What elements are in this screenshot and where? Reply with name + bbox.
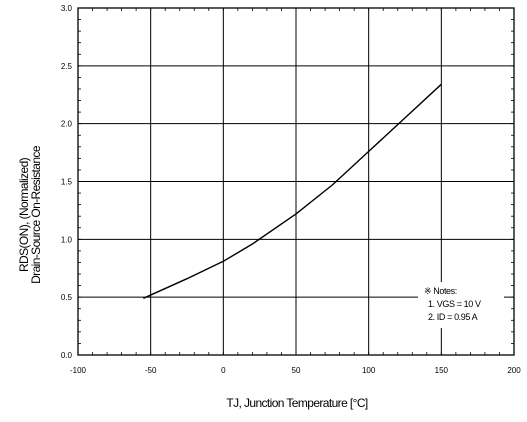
x-tick-label: 0 xyxy=(221,366,226,375)
grid-lines xyxy=(77,7,515,356)
y-tick-label: 0.0 xyxy=(61,351,73,360)
x-tick-label: 200 xyxy=(507,366,521,375)
x-tick-label: 150 xyxy=(435,366,449,375)
y-axis-label-line1: RDS(ON), (Normalized) xyxy=(17,157,31,272)
y-tick-labels: 0.0 0.5 1.0 1.5 2.0 2.5 3.0 xyxy=(61,4,73,360)
notes-box xyxy=(418,282,504,328)
note-2: 2. ID = 0.95 A xyxy=(428,312,478,322)
note-1: 1. VGS = 10 V xyxy=(428,299,481,309)
notes-title: ※ Notes: xyxy=(424,286,457,296)
y-tick-label: 3.0 xyxy=(61,4,73,13)
y-tick-label: 0.5 xyxy=(61,293,73,302)
x-tick-label: 50 xyxy=(292,366,301,375)
x-tick-labels: -100 -50 0 50 100 150 200 xyxy=(70,366,521,375)
x-axis-label: TJ, Junction Temperature [°C] xyxy=(226,396,368,410)
x-tick-label: 100 xyxy=(362,366,376,375)
y-tick-label: 2.0 xyxy=(61,120,73,129)
y-tick-label: 1.5 xyxy=(61,178,73,187)
series-line xyxy=(143,83,442,299)
y-axis-label-line2: Drain-Source On-Resistance xyxy=(29,145,43,284)
y-tick-label: 2.5 xyxy=(61,62,73,71)
plot-frame xyxy=(77,7,515,356)
x-tick-label: -50 xyxy=(145,366,157,375)
series-group xyxy=(143,83,442,299)
y-tick-label: 1.0 xyxy=(61,235,73,244)
x-tick-label: -100 xyxy=(70,366,87,375)
